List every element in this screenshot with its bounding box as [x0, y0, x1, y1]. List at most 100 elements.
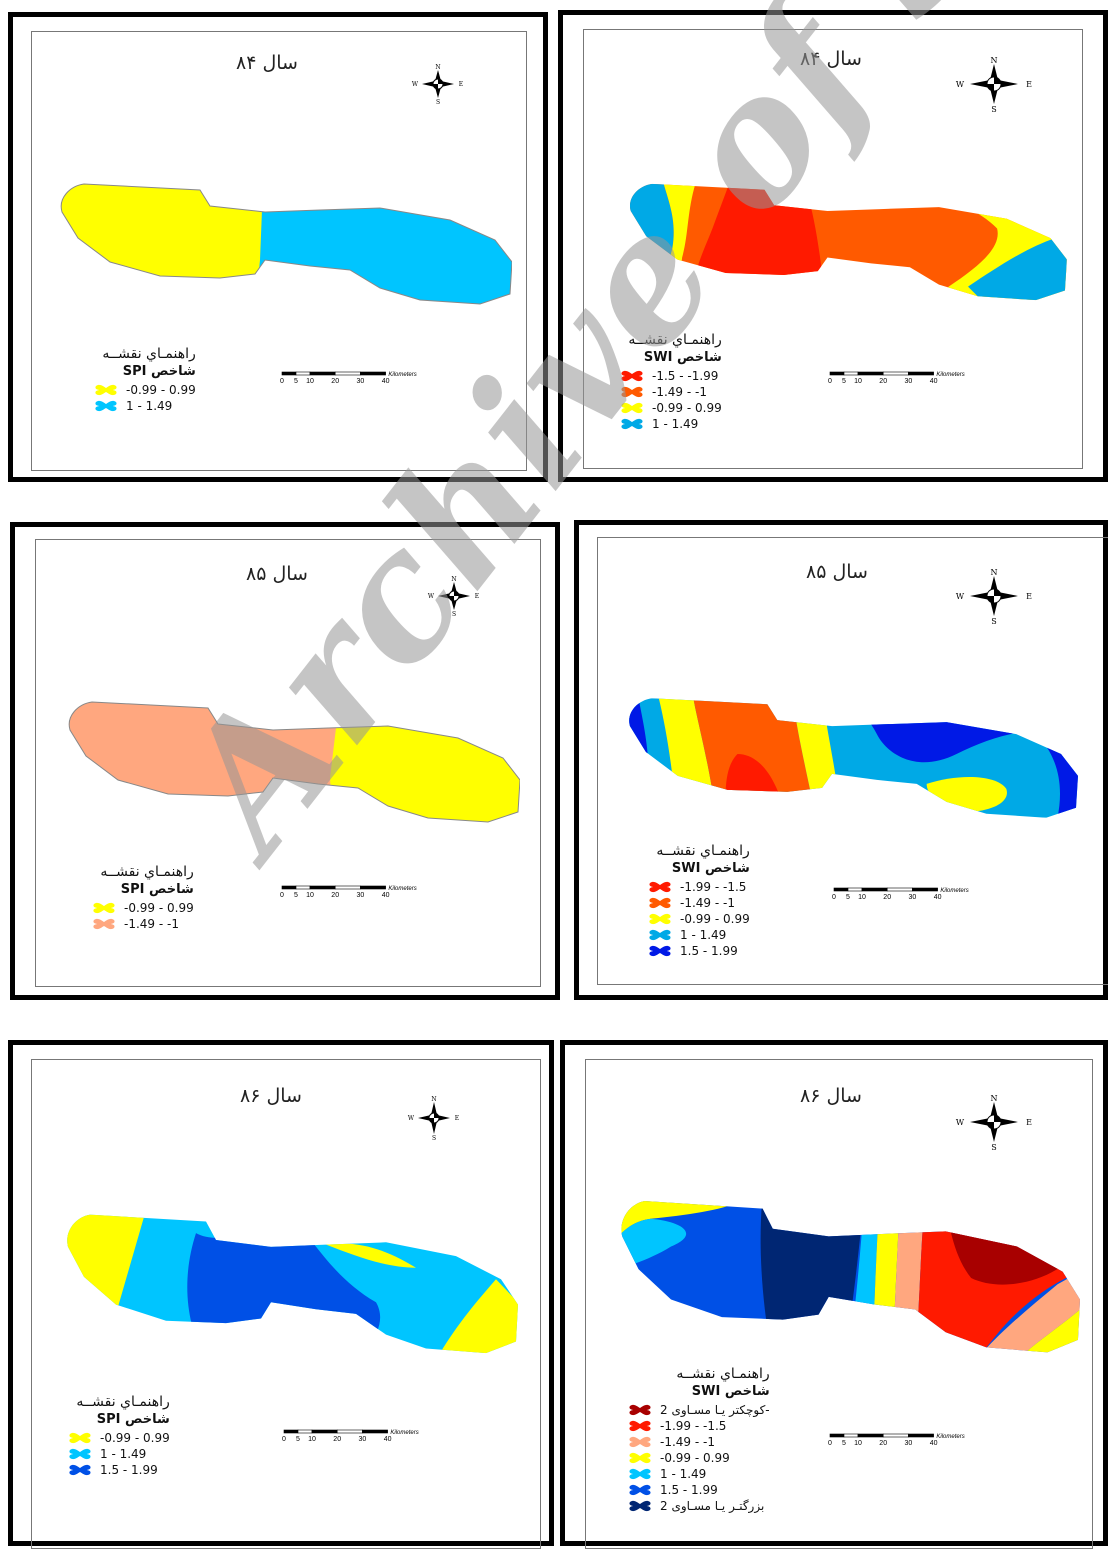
legend-swatch	[69, 1464, 91, 1476]
scale-tick-label: 5	[842, 378, 846, 385]
legend-swatch	[95, 400, 117, 412]
scale-segment	[309, 885, 336, 890]
legend-swatch	[649, 945, 671, 957]
legend-swatch	[93, 902, 115, 914]
scale-tick-label: 40	[930, 378, 938, 385]
map-title: سال ۸۶	[800, 1085, 862, 1107]
north-arrow-icon: N S W E	[428, 576, 479, 616]
scale-segment	[281, 885, 297, 890]
scale-tick-label: 0	[832, 894, 836, 901]
scale-segment	[360, 885, 386, 890]
legend-item: 1 - 1.49	[94, 398, 196, 414]
legend-label: -1.49 - -1	[680, 896, 735, 910]
region-map-86-spi	[67, 1214, 518, 1354]
compass-w: W	[408, 1115, 415, 1122]
scale-tick-label: 20	[879, 378, 887, 385]
legend-label: -1.49 - -1	[652, 385, 707, 399]
scale-tick-label: 20	[331, 892, 339, 899]
scale-segment	[843, 371, 859, 376]
legend-item: 1 - 1.49	[628, 1466, 770, 1482]
legend-title: راهنمـاي نقشــه	[100, 864, 194, 880]
map-legend: راهنمـاي نقشــه شاخص SWI کوچکتر یـا مسـا…	[628, 1366, 770, 1514]
map-legend: راهنمـاي نقشــه شاخص SPI -0.99 - 0.99 -1.…	[92, 864, 194, 932]
compass-s: S	[991, 1143, 996, 1150]
compass-e: E	[1026, 80, 1032, 89]
scale-tick-label: 5	[294, 378, 298, 385]
scale-segment	[334, 885, 361, 890]
scale-tick-label: 10	[306, 892, 314, 899]
legend-title: راهنمـاي نقشــه	[628, 332, 722, 348]
map-frame	[35, 539, 541, 987]
scale-tick-label: 40	[930, 1440, 938, 1447]
legend-item: -0.99 - 0.99	[620, 400, 722, 416]
legend-item: -0.99 - 0.99	[92, 900, 194, 916]
scale-segment	[847, 887, 863, 892]
legend-title: راهنمـاي نقشــه	[76, 1394, 170, 1410]
compass-s: S	[991, 617, 996, 624]
map-legend: راهنمـاي نقشــه شاخص SPI -0.99 - 0.99 1 -…	[94, 346, 196, 414]
scale-segment	[281, 371, 297, 376]
legend-swatch	[69, 1448, 91, 1460]
legend-label: 1.5 - 1.99	[680, 944, 738, 958]
scale-tick-label: 30	[359, 1436, 367, 1443]
north-arrow-icon: N S W E	[956, 56, 1032, 112]
scale-segment	[857, 1433, 884, 1438]
scale-segment	[829, 1433, 845, 1438]
legend-item: 1 - 1.49	[68, 1446, 170, 1462]
scale-segment	[360, 371, 386, 376]
legend-title: راهنمـاي نقشــه	[676, 1366, 770, 1382]
legend-item: بزرگتـر یـا مسـاوی 2	[628, 1498, 770, 1514]
legend-swatch	[629, 1420, 651, 1432]
scale-tick-label: 10	[308, 1436, 316, 1443]
scale-tick-label: 20	[883, 894, 891, 901]
scale-segment	[882, 1433, 909, 1438]
compass-e: E	[1026, 1118, 1032, 1127]
legend-item: -0.99 - 0.99	[68, 1430, 170, 1446]
region-map-85-swi	[629, 698, 1078, 818]
map-title: سال ۸۵	[806, 561, 868, 583]
scale-segment	[908, 371, 934, 376]
legend-swatch	[621, 418, 643, 430]
legend-swatch	[621, 386, 643, 398]
legend-item: -1.5 - -1.99	[620, 368, 722, 384]
scale-unit: Kilometers	[940, 888, 968, 894]
scale-segment	[861, 887, 888, 892]
scale-segment	[882, 371, 909, 376]
legend-label: -1.49 - -1	[660, 1435, 715, 1449]
map-frame	[583, 29, 1083, 469]
legend-item: 1 - 1.49	[620, 416, 722, 432]
legend-swatch	[69, 1432, 91, 1444]
scale-tick-label: 0	[828, 378, 832, 385]
scale-tick-label: 5	[846, 894, 850, 901]
legend-label: 1 - 1.49	[126, 399, 173, 413]
scale-tick-label: 0	[280, 892, 284, 899]
legend-swatch	[629, 1484, 651, 1496]
legend-label: کوچکتر یـا مسـاوی 2-	[660, 1403, 770, 1417]
scale-segment	[908, 1433, 934, 1438]
legend-swatch	[629, 1404, 651, 1416]
legend-item: 1 - 1.49	[648, 927, 750, 943]
legend-swatch	[649, 881, 671, 893]
scale-tick-label: 0	[282, 1436, 286, 1443]
legend-label: -0.99 - 0.99	[124, 901, 194, 915]
compass-e: E	[455, 1115, 459, 1122]
legend-swatch	[649, 897, 671, 909]
scale-tick-label: 0	[280, 378, 284, 385]
legend-swatch	[629, 1500, 651, 1512]
scale-tick-label: 30	[357, 892, 365, 899]
north-arrow-icon: N S W E	[956, 1094, 1032, 1150]
legend-label: 1 - 1.49	[652, 417, 699, 431]
legend-swatch	[629, 1452, 651, 1464]
compass-n: N	[991, 568, 998, 577]
map-title: سال ۸۴	[800, 48, 862, 70]
scale-tick-label: 30	[905, 1440, 913, 1447]
region-map-85-spi	[68, 701, 520, 823]
map-frame	[597, 537, 1108, 985]
legend-item: -1.49 - -1	[628, 1434, 770, 1450]
legend-item: -1.49 - -1	[92, 916, 194, 932]
region-map-86-swi	[621, 1201, 1080, 1353]
legend-label: -1.49 - -1	[124, 917, 179, 931]
map-legend: راهنمـاي نقشــه شاخص SWI -1.5 - -1.99 -1.…	[620, 332, 722, 432]
compass-s: S	[432, 1135, 436, 1140]
